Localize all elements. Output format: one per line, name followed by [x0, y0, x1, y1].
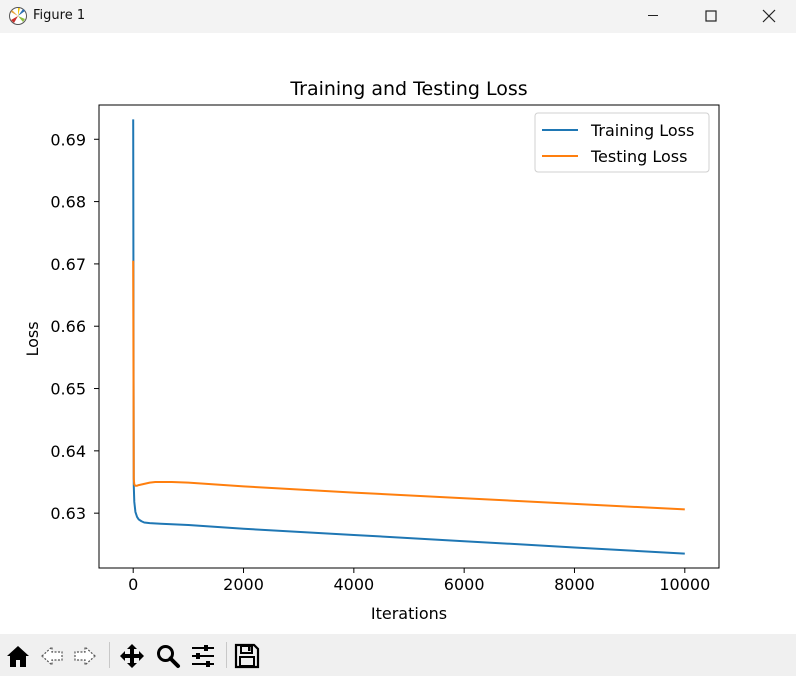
- x-tick-label: 8000: [554, 575, 595, 594]
- y-axis: 0.63 0.64 0.65 0.66 0.67 0.68 0.69: [50, 130, 99, 523]
- y-tick-label: 0.63: [50, 504, 86, 523]
- navigation-toolbar: [0, 634, 796, 676]
- x-tick-label: 10000: [659, 575, 710, 594]
- loss-chart: Training and Testing Loss 0 2000 4000 6000 8…: [23, 78, 720, 623]
- save-button[interactable]: [232, 641, 262, 671]
- minimize-button[interactable]: [624, 0, 682, 33]
- toolbar-separator: [109, 642, 110, 668]
- x-axis: 0 2000 4000 6000 8000 10000: [128, 568, 710, 594]
- matplotlib-icon: [8, 6, 28, 26]
- x-tick-label: 2000: [223, 575, 264, 594]
- configure-subplots-icon: [192, 645, 214, 667]
- forward-button[interactable]: [70, 641, 100, 671]
- forward-arrow-icon: [74, 645, 96, 667]
- configure-subplots-button[interactable]: [188, 641, 218, 671]
- legend-box: [534, 112, 710, 173]
- y-tick-label: 0.67: [50, 255, 86, 274]
- series-line-testing-loss: [132, 260, 685, 511]
- x-axis-label: Iterations: [371, 604, 447, 623]
- x-tick-label: 0: [128, 575, 138, 594]
- y-tick-label: 0.69: [50, 130, 86, 149]
- legend-label: Testing Loss: [590, 147, 687, 166]
- zoom-icon: [157, 645, 180, 668]
- title-bar: Figure 1: [0, 0, 796, 33]
- pan-button[interactable]: [117, 641, 147, 671]
- window-title: Figure 1: [33, 8, 86, 23]
- pan-icon: [120, 644, 144, 668]
- y-axis-label: Loss: [23, 321, 42, 356]
- series-line-training-loss: [132, 119, 685, 555]
- y-tick-label: 0.68: [50, 193, 86, 212]
- home-icon: [7, 646, 29, 667]
- legend: Training Loss Testing Loss: [534, 112, 710, 173]
- y-tick-label: 0.66: [50, 317, 86, 336]
- chart-title: Training and Testing Loss: [289, 78, 527, 100]
- minimize-icon: [648, 15, 658, 16]
- series-lines: [132, 119, 685, 555]
- maximize-button[interactable]: [682, 0, 740, 33]
- back-arrow-icon: [41, 645, 63, 667]
- figure-canvas: Training and Testing Loss 0 2000 4000 6000 8…: [0, 33, 796, 634]
- zoom-button[interactable]: [153, 641, 183, 671]
- y-tick-label: 0.64: [50, 442, 86, 461]
- home-button[interactable]: [3, 641, 33, 671]
- close-icon: [762, 9, 776, 23]
- x-tick-label: 4000: [333, 575, 374, 594]
- back-button[interactable]: [37, 641, 67, 671]
- close-button[interactable]: [740, 0, 796, 33]
- y-tick-label: 0.65: [50, 380, 86, 399]
- save-icon: [234, 643, 260, 669]
- x-tick-label: 6000: [444, 575, 485, 594]
- plot-area: [98, 104, 720, 569]
- legend-label: Training Loss: [590, 121, 694, 140]
- maximize-icon: [705, 10, 717, 22]
- toolbar-separator: [226, 642, 227, 668]
